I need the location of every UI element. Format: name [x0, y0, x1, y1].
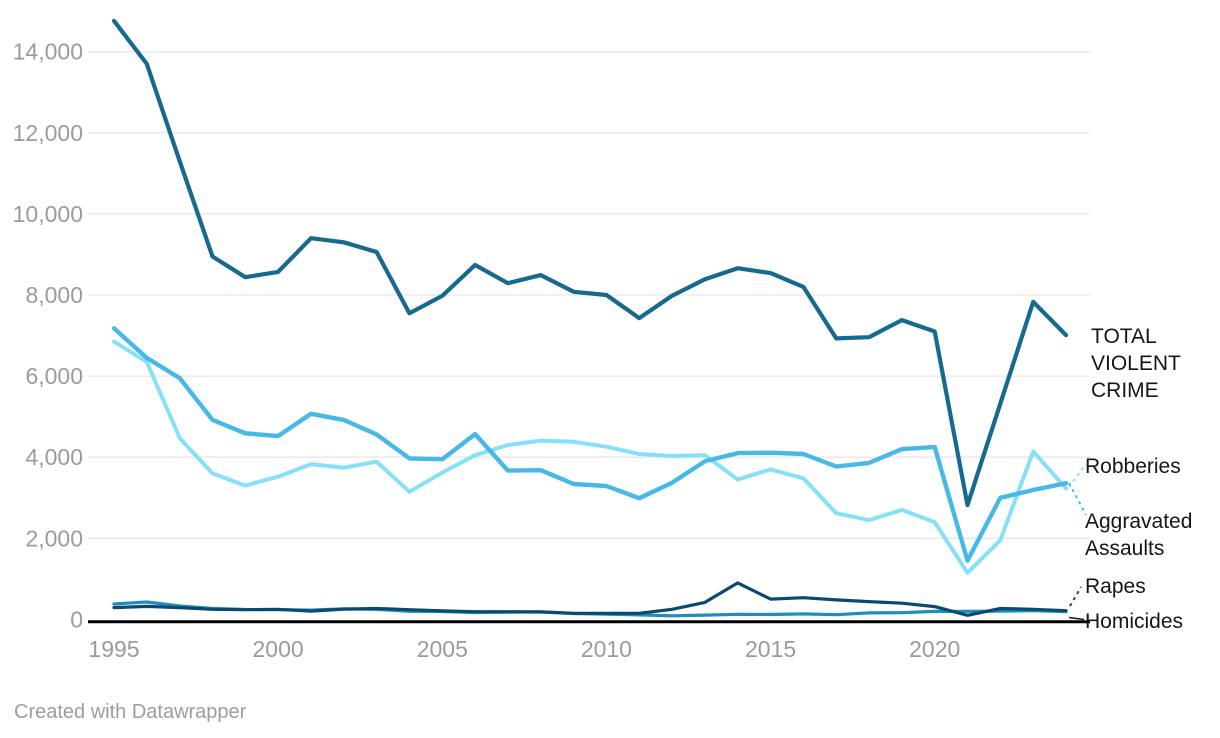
series-label-total-violent-crime: TOTAL VIOLENT CRIME	[1091, 325, 1181, 402]
x-tick-label: 2010	[581, 636, 632, 662]
series-line-total[interactable]	[111, 18, 1069, 508]
x-tick-label: 1995	[88, 636, 139, 662]
y-tick-label: 14,000	[13, 39, 83, 65]
y-tick-label: 12,000	[13, 120, 83, 146]
x-tick-label: 2015	[745, 636, 796, 662]
leader-line-rapes	[1069, 586, 1082, 607]
y-tick-label: 8,000	[25, 282, 83, 308]
series-label-robberies: Robberies	[1085, 455, 1181, 478]
series-label-homicides: Homicides	[1085, 610, 1184, 633]
x-tick-label: 2020	[909, 636, 960, 662]
x-tick-label: 2000	[253, 636, 304, 662]
leader-line-aggravated	[1068, 482, 1087, 516]
x-tick-label: 2005	[417, 636, 468, 662]
y-tick-label: 6,000	[25, 363, 83, 389]
y-tick-label: 4,000	[25, 444, 83, 470]
series-line-rapes[interactable]	[112, 581, 1068, 617]
leader-line-robberies	[1068, 463, 1087, 488]
datawrapper-credit: Created with Datawrapper	[14, 701, 247, 723]
y-tick-label: 0	[70, 606, 83, 632]
y-tick-label: 10,000	[13, 201, 83, 227]
series-line-robberies[interactable]	[112, 339, 1068, 575]
series-line-aggravated[interactable]	[111, 326, 1069, 563]
line-chart-canvas: 0 2,000 4,000 6,000 8,000 10,000 12,000 14,000 1…	[13, 18, 1090, 662]
series-label-aggravated-assaults: Aggravated Assaults	[1085, 510, 1193, 560]
leader-line-homicides	[1068, 616, 1085, 621]
y-tick-label: 2,000	[25, 525, 83, 551]
series-label-rapes: Rapes	[1085, 575, 1146, 598]
